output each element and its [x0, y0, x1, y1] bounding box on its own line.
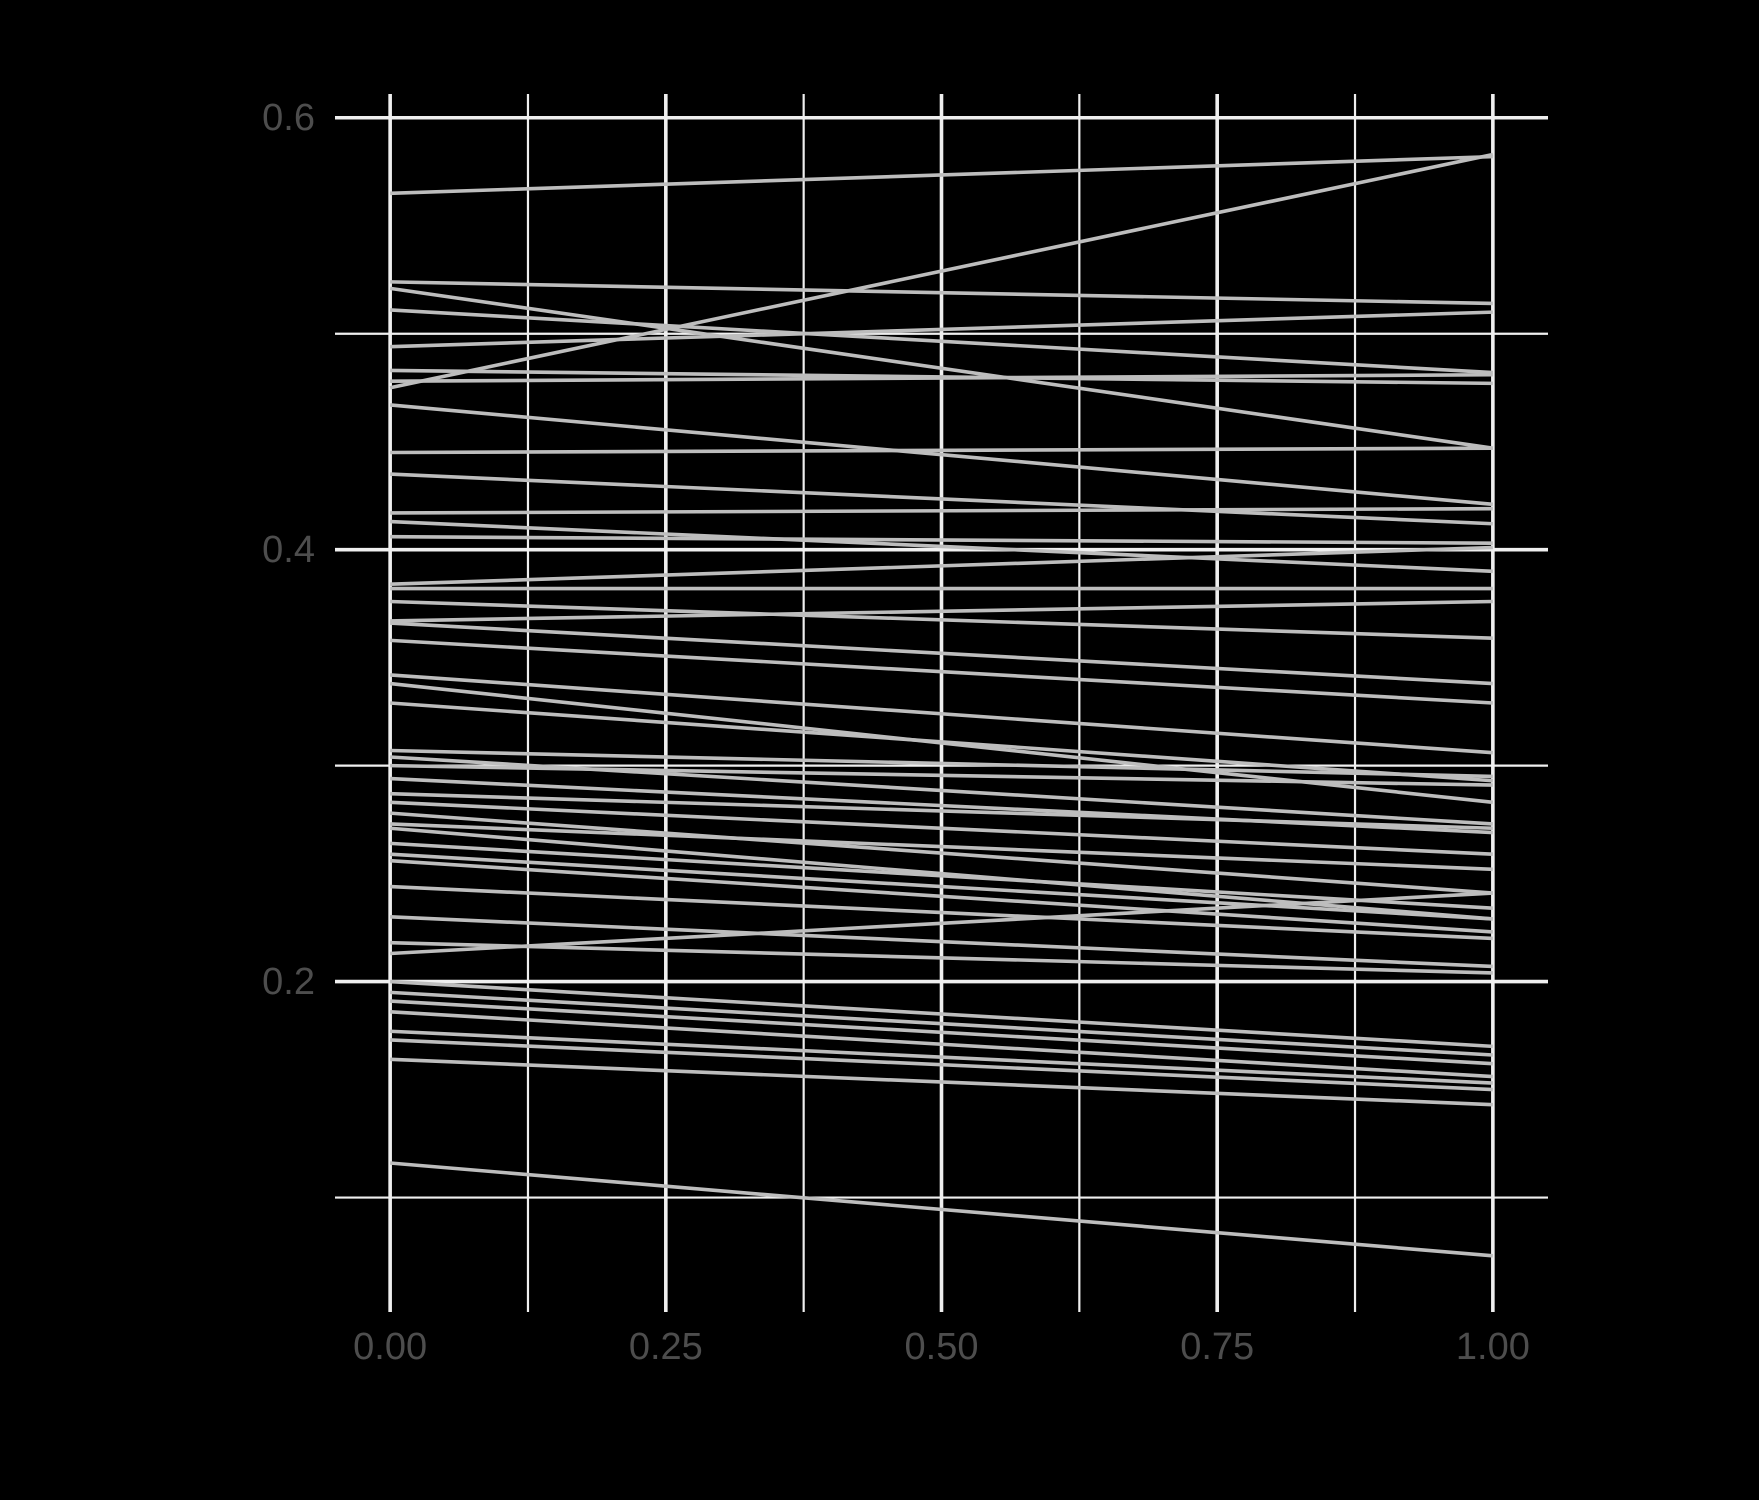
- data-line: [390, 534, 1493, 545]
- data-line: [390, 621, 1493, 686]
- data-line: [390, 990, 1493, 1057]
- data-line: [390, 940, 1493, 975]
- y-tick-label: 0.4: [262, 528, 315, 571]
- data-line: [390, 599, 1493, 623]
- data-line: [389, 1161, 1494, 1258]
- x-tick-label: 0.50: [904, 1326, 979, 1368]
- data-line: [389, 286, 1494, 450]
- data-line: [390, 280, 1493, 306]
- data-line: [390, 446, 1493, 455]
- data-line: [390, 701, 1493, 783]
- x-tick-label: 0.75: [1180, 1326, 1255, 1368]
- data-line: [390, 545, 1493, 587]
- data-line: [390, 791, 1493, 831]
- data-line: [390, 999, 1493, 1066]
- data-line: [390, 506, 1493, 515]
- y-tick-label: 0.6: [262, 96, 315, 139]
- x-tick-label: 0.00: [353, 1326, 428, 1368]
- data-line: [390, 1057, 1493, 1107]
- data-line: [390, 800, 1493, 856]
- data-line: [390, 519, 1493, 574]
- data-line: [390, 914, 1493, 969]
- data-line: [390, 154, 1493, 196]
- data-line: [390, 811, 1493, 895]
- data-line: [390, 638, 1493, 705]
- data-line: [390, 308, 1493, 375]
- data-line: [390, 673, 1493, 755]
- data-line: [390, 841, 1493, 910]
- data-line: [390, 1029, 1493, 1085]
- data-line: [390, 748, 1493, 779]
- data-line: [390, 763, 1493, 787]
- y-tick-label: 0.2: [262, 960, 315, 1003]
- data-line: [390, 310, 1493, 349]
- data-line: [389, 403, 1494, 507]
- data-line: [389, 152, 1494, 390]
- data-line: [390, 1038, 1493, 1092]
- data-line: [390, 822, 1493, 872]
- data-line: [390, 1010, 1493, 1079]
- data-line: [390, 472, 1493, 526]
- data-line: [390, 884, 1493, 941]
- data-line: [390, 372, 1493, 384]
- x-tick-label: 0.25: [628, 1326, 703, 1368]
- data-line: [390, 852, 1493, 921]
- x-tick-label: 1.00: [1455, 1326, 1530, 1368]
- data-line: [390, 599, 1493, 641]
- data-line: [390, 979, 1493, 1049]
- data-line: [390, 891, 1493, 956]
- data-line: [390, 858, 1493, 934]
